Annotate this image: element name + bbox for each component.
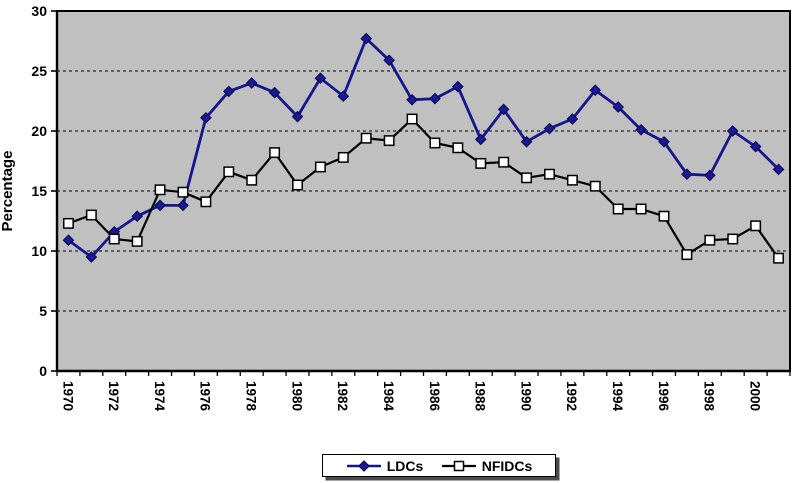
nfidcs-marker — [429, 137, 441, 149]
nfidcs-marker — [337, 151, 349, 163]
legend-label-nfidcs: NFIDCs — [481, 457, 533, 474]
nfidcs-marker — [406, 113, 418, 125]
y-tick-label: 5 — [39, 303, 47, 319]
ldcs-marker — [222, 85, 235, 98]
ldcs-marker — [62, 234, 75, 247]
nfidcs-marker — [131, 235, 143, 247]
x-tick-label: 1984 — [381, 381, 396, 412]
x-tick-label: 1992 — [564, 381, 579, 411]
ldcs-marker — [474, 133, 487, 146]
ldcs-marker — [314, 72, 327, 85]
x-tick-label: 1982 — [335, 381, 350, 411]
nfidcs-marker — [108, 233, 120, 245]
nfidcs-marker — [704, 234, 716, 246]
ldcs-marker — [360, 32, 373, 45]
nfidcs-marker — [521, 172, 533, 184]
x-tick-label: 1998 — [702, 381, 717, 412]
legend: LDCs NFIDCs — [322, 454, 556, 477]
y-tick-label: 15 — [31, 183, 47, 199]
nfidcs-marker — [246, 174, 258, 186]
nfidcs-marker — [589, 180, 601, 192]
y-axis-title: Percentage — [0, 150, 16, 232]
ldcs-marker — [383, 54, 395, 67]
nfidcs-marker — [85, 209, 97, 221]
x-tick-label: 1974 — [152, 381, 167, 412]
nfidcs-swatch-icon — [441, 460, 476, 471]
x-tick-label: 2000 — [747, 381, 762, 411]
ldcs-marker — [291, 110, 304, 123]
nfidcs-marker — [612, 203, 624, 215]
nfidcs-marker — [223, 166, 235, 178]
y-tick-label: 20 — [31, 123, 47, 139]
ldcs-marker — [268, 86, 281, 99]
ldcs-marker — [497, 103, 510, 116]
nfidcs-marker — [314, 161, 326, 173]
x-tick-label: 1980 — [289, 381, 304, 411]
y-tick-label: 25 — [31, 63, 47, 79]
ldcs-marker — [681, 168, 693, 181]
nfidcs-marker — [292, 179, 303, 191]
legend-label-ldcs: LDCs — [386, 457, 424, 474]
nfidcs-marker — [383, 135, 395, 147]
ldcs-marker — [612, 101, 625, 113]
nfidcs-marker — [727, 233, 739, 245]
ldcs-marker — [131, 210, 144, 223]
ldcs-marker — [85, 251, 98, 263]
nfidcs-marker — [200, 196, 212, 208]
ldcs-marker — [337, 90, 350, 103]
x-tick-label: 1970 — [60, 381, 75, 411]
x-tick-label: 1972 — [106, 381, 121, 411]
nfidcs-marker — [177, 186, 189, 198]
ldcs-marker — [635, 123, 647, 136]
x-tick-label: 1996 — [656, 381, 671, 412]
nfidcs-marker — [750, 220, 762, 232]
legend-item-nfidcs: NFIDCs — [441, 457, 533, 474]
ldcs-marker — [772, 163, 785, 176]
nfidcs-marker — [498, 156, 510, 168]
nfidcs-marker — [658, 210, 670, 222]
x-tick-label: 1990 — [518, 381, 533, 411]
ldcs-marker — [177, 199, 189, 212]
ldcs-marker — [749, 140, 762, 153]
ldcs-marker — [200, 111, 212, 124]
y-tick-label: 30 — [31, 3, 47, 19]
x-tick-label: 1978 — [244, 381, 259, 412]
y-tick-label: 10 — [31, 243, 47, 259]
x-tick-label: 1994 — [610, 381, 625, 412]
ldcs-marker — [245, 77, 258, 89]
y-tick-label: 0 — [39, 363, 47, 379]
ldcs-marker — [726, 125, 739, 137]
x-tick-label: 1988 — [473, 381, 488, 412]
nfidcs-marker — [681, 249, 693, 261]
nfidcs-marker — [269, 147, 281, 159]
ldcs-marker — [429, 92, 441, 105]
x-tick-label: 1986 — [427, 381, 442, 412]
ldcs-marker — [543, 122, 556, 135]
ldcs-marker — [520, 135, 533, 148]
nfidcs-marker — [63, 217, 74, 229]
ldcs-marker — [566, 113, 579, 125]
ldcs-marker — [703, 169, 716, 182]
ldcs-marker — [589, 84, 602, 97]
nfidcs-marker — [635, 203, 647, 215]
nfidcs-marker — [566, 174, 578, 186]
nfidcs-marker — [544, 168, 555, 180]
ldcs-swatch-icon — [346, 459, 381, 472]
ldcs-marker — [452, 80, 464, 93]
ldcs-marker — [658, 135, 670, 148]
nfidcs-marker — [475, 157, 487, 169]
nfidcs-marker — [773, 252, 784, 264]
ldcs-marker — [154, 199, 166, 212]
ldcs-marker — [406, 93, 418, 106]
x-tick-label: 1976 — [198, 381, 213, 412]
nfidcs-marker — [452, 142, 464, 154]
legend-item-ldcs: LDCs — [346, 457, 424, 474]
nfidcs-marker — [154, 184, 166, 196]
nfidcs-marker — [360, 132, 372, 144]
